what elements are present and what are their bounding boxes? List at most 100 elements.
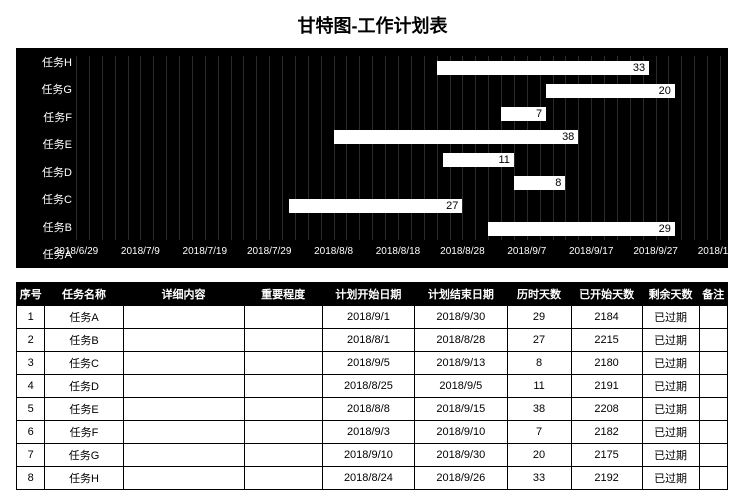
chart-bar-value: 7 — [536, 108, 542, 120]
chart-gridline — [192, 56, 193, 240]
table-cell — [123, 398, 244, 421]
chart-gridline — [462, 56, 463, 240]
table-cell: 2191 — [571, 375, 642, 398]
chart-row-label: 任务H — [16, 54, 72, 70]
chart-gridline — [231, 56, 232, 240]
table-cell: 任务G — [45, 444, 123, 467]
chart-xtick: 2018/8/18 — [376, 246, 421, 257]
chart-gridline — [256, 56, 257, 240]
chart-bar: 8 — [514, 176, 566, 190]
chart-bar-value: 29 — [659, 223, 671, 235]
table-cell — [244, 375, 322, 398]
gantt-chart: 33207381182729 2018/6/292018/7/92018/7/1… — [16, 48, 728, 268]
chart-gridline — [282, 56, 283, 240]
chart-bar: 29 — [488, 222, 675, 236]
chart-bar-value: 11 — [498, 154, 509, 166]
chart-row-label: 任务B — [16, 219, 72, 235]
table-cell: 已过期 — [642, 329, 699, 352]
table-cell: 20 — [507, 444, 571, 467]
chart-bar: 7 — [501, 107, 546, 121]
table-cell: 2175 — [571, 444, 642, 467]
table-cell: 已过期 — [642, 444, 699, 467]
table-cell — [123, 306, 244, 329]
chart-row-label: 任务D — [16, 164, 72, 180]
table-cell: 2215 — [571, 329, 642, 352]
table-cell — [699, 398, 728, 421]
table-cell: 2018/8/8 — [322, 398, 414, 421]
chart-gridline — [115, 56, 116, 240]
table-cell: 任务B — [45, 329, 123, 352]
chart-xtick: 2018/7/29 — [247, 246, 292, 257]
table-cell: 1 — [17, 306, 45, 329]
table-cell: 7 — [507, 421, 571, 444]
table-cell: 2018/9/5 — [415, 375, 507, 398]
table-cell: 2018/9/5 — [322, 352, 414, 375]
table-cell: 2182 — [571, 421, 642, 444]
chart-xtick: 2018/8/28 — [440, 246, 485, 257]
table-cell: 27 — [507, 329, 571, 352]
chart-bar-value: 33 — [633, 62, 645, 74]
chart-gridline — [179, 56, 180, 240]
table-cell — [244, 306, 322, 329]
chart-xtick: 2018/9/27 — [633, 246, 678, 257]
table-cell: 任务E — [45, 398, 123, 421]
table-header: 计划开始日期 — [322, 283, 414, 306]
page-title: 甘特图-工作计划表 — [16, 12, 729, 38]
table-row: 6任务F2018/9/32018/9/1072182已过期 — [17, 421, 728, 444]
table-header: 详细内容 — [123, 283, 244, 306]
table-header: 剩余天数 — [642, 283, 699, 306]
chart-row-label: 任务E — [16, 136, 72, 152]
table-cell — [699, 444, 728, 467]
table-cell: 2018/9/10 — [415, 421, 507, 444]
table-header: 计划结束日期 — [415, 283, 507, 306]
table-cell — [699, 375, 728, 398]
table-cell: 5 — [17, 398, 45, 421]
table-row: 7任务G2018/9/102018/9/30202175已过期 — [17, 444, 728, 467]
table-header: 序号 — [17, 283, 45, 306]
table-cell: 2018/9/13 — [415, 352, 507, 375]
chart-xtick: 2018/10/7 — [698, 246, 743, 257]
chart-bar: 38 — [334, 130, 579, 144]
table-cell: 已过期 — [642, 421, 699, 444]
table-header: 历时天数 — [507, 283, 571, 306]
table-cell: 2018/9/30 — [415, 306, 507, 329]
chart-row-label: 任务F — [16, 109, 72, 125]
table-cell — [244, 444, 322, 467]
table-cell: 2018/9/1 — [322, 306, 414, 329]
chart-xtick: 2018/9/7 — [507, 246, 546, 257]
chart-gridline — [694, 56, 695, 240]
table-cell: 29 — [507, 306, 571, 329]
table-cell: 2018/9/26 — [415, 467, 507, 490]
chart-gridline — [205, 56, 206, 240]
table-cell — [699, 421, 728, 444]
table-cell: 任务D — [45, 375, 123, 398]
table-cell: 已过期 — [642, 398, 699, 421]
table-row: 3任务C2018/9/52018/9/1382180已过期 — [17, 352, 728, 375]
table-header: 备注 — [699, 283, 728, 306]
chart-gridline — [76, 56, 77, 240]
table-cell: 2 — [17, 329, 45, 352]
chart-gridline — [218, 56, 219, 240]
table-cell: 已过期 — [642, 352, 699, 375]
table-cell: 2018/9/3 — [322, 421, 414, 444]
table-cell: 已过期 — [642, 375, 699, 398]
chart-bar: 27 — [289, 199, 463, 213]
chart-gridline — [488, 56, 489, 240]
chart-gridline — [527, 56, 528, 240]
table-cell: 2018/9/30 — [415, 444, 507, 467]
table-cell: 6 — [17, 421, 45, 444]
chart-gridline — [720, 56, 721, 240]
chart-bar-value: 38 — [562, 131, 574, 143]
chart-gridline — [540, 56, 541, 240]
table-header: 已开始天数 — [571, 283, 642, 306]
chart-xtick: 2018/7/9 — [121, 246, 160, 257]
table-cell: 11 — [507, 375, 571, 398]
table-cell — [244, 398, 322, 421]
chart-gridline — [243, 56, 244, 240]
chart-gridline — [501, 56, 502, 240]
table-cell — [123, 352, 244, 375]
table-row: 2任务B2018/8/12018/8/28272215已过期 — [17, 329, 728, 352]
table-cell: 任务C — [45, 352, 123, 375]
chart-bar-value: 27 — [446, 200, 458, 212]
table-cell — [699, 352, 728, 375]
